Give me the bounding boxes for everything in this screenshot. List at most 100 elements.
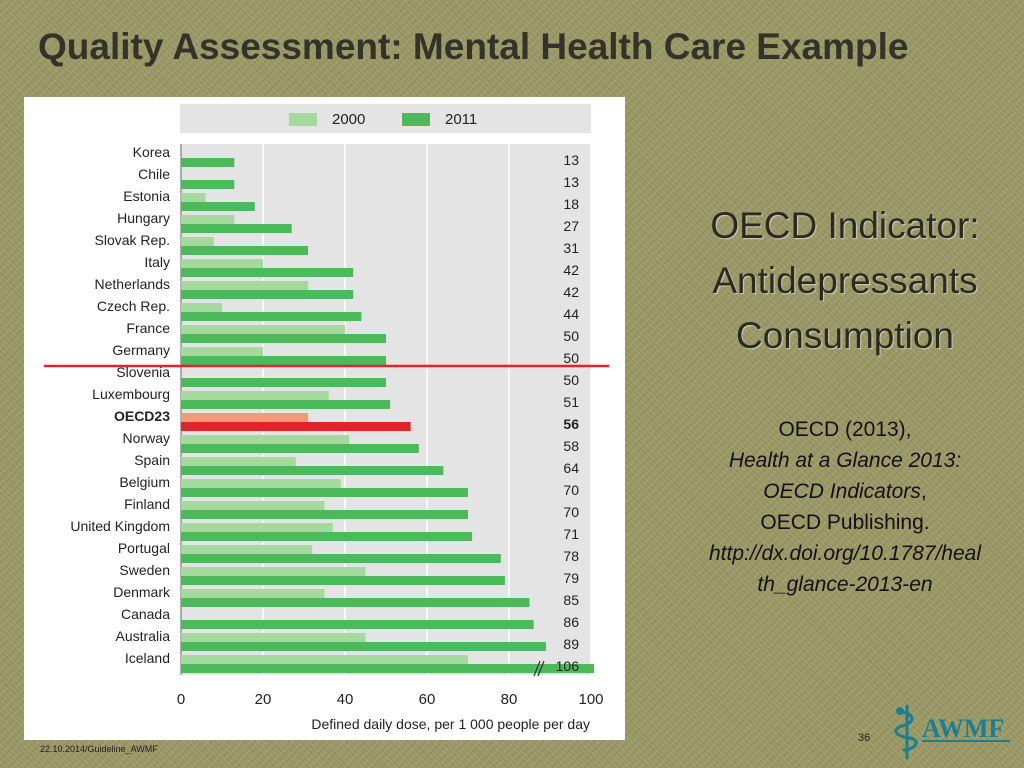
- legend-label-2000: 2000: [332, 111, 365, 128]
- value-label: 13: [563, 152, 579, 168]
- bar-2011: [181, 246, 309, 255]
- bar-2011: [181, 268, 354, 277]
- citation-line-3-italic: OECD Indicators: [763, 480, 921, 503]
- bar-2011: [181, 224, 292, 233]
- x-axis-label: Defined daily dose, per 1 000 people per…: [311, 716, 590, 732]
- bar-2000: [181, 567, 366, 576]
- bar-2000: [181, 523, 333, 532]
- bar-2000: [181, 501, 325, 510]
- bar-2000: [181, 435, 350, 444]
- side-heading-line-1: OECD Indicator:: [710, 205, 980, 246]
- bar-2000: [181, 325, 345, 334]
- category-label: Denmark: [113, 584, 171, 600]
- bar-2000: [181, 347, 263, 356]
- bar-2011: [181, 642, 546, 651]
- bar-2011: [181, 532, 473, 541]
- x-tick-label: 60: [419, 691, 436, 708]
- bar-2011: [181, 356, 386, 365]
- value-label: 71: [563, 526, 579, 542]
- citation-line-5: http://dx.doi.org/10.1787/heal: [708, 542, 982, 565]
- bar-2011: [181, 444, 419, 453]
- category-label: Spain: [134, 452, 170, 468]
- bar-2000: [181, 281, 309, 290]
- bar-2011: [181, 488, 468, 497]
- bar-2011: [181, 664, 594, 673]
- category-label: United Kingdom: [70, 518, 170, 534]
- bar-2011: [181, 202, 255, 211]
- value-label: 70: [563, 482, 579, 498]
- bar-2011: [181, 290, 354, 299]
- value-label: 86: [563, 614, 579, 630]
- value-label: 79: [563, 570, 579, 586]
- legend-swatch-2000: [289, 113, 317, 126]
- value-label: 13: [563, 174, 579, 190]
- citation-line-3: OECD Indicators,: [660, 476, 1024, 507]
- bar-2011: [181, 334, 386, 343]
- bar-2000: [181, 589, 325, 598]
- category-label: Iceland: [125, 650, 170, 666]
- category-label: Germany: [112, 342, 170, 358]
- citation-line-4: OECD Publishing.: [760, 511, 930, 534]
- staff-of-asclepius-icon: [894, 704, 918, 760]
- slide-title: Quality Assessment: Mental Health Care E…: [38, 26, 909, 67]
- bar-2000: [181, 457, 296, 466]
- side-heading: OECD Indicator: Antidepressants Consumpt…: [660, 198, 1024, 363]
- value-label: 44: [563, 306, 579, 322]
- bar-2011: [181, 554, 501, 563]
- category-label: Canada: [121, 606, 170, 622]
- bar-2000: [181, 215, 235, 224]
- bar-2011: [181, 466, 444, 475]
- x-tick-label: 20: [255, 691, 272, 708]
- category-label: Belgium: [119, 474, 170, 490]
- x-tick-label: 100: [578, 691, 603, 708]
- category-label: Estonia: [123, 188, 170, 204]
- category-label: Slovenia: [116, 364, 170, 380]
- bar-2011: [181, 422, 411, 431]
- bar-2000: [181, 237, 214, 246]
- value-label: 42: [563, 284, 579, 300]
- bar-2011: [181, 598, 530, 607]
- value-label: 58: [563, 438, 579, 454]
- bar-2011: [181, 576, 505, 585]
- x-tick-label: 0: [177, 691, 185, 708]
- category-label: Netherlands: [95, 276, 171, 292]
- bar-2011: [181, 378, 386, 387]
- footer-date: 22.10.2014/Guideline_AWMF: [40, 744, 158, 754]
- value-label: 78: [563, 548, 579, 564]
- category-label: Norway: [123, 430, 170, 446]
- category-label: Czech Rep.: [97, 298, 170, 314]
- category-label: Luxembourg: [92, 386, 170, 402]
- bar-2000: [181, 259, 263, 268]
- value-label: 42: [563, 262, 579, 278]
- citation-line-3-rest: ,: [920, 480, 927, 503]
- value-label: 64: [563, 460, 579, 476]
- chart-panel: 2000 2011 Korea 13 Chile 13 Estonia 18 Hungary 27…: [24, 97, 625, 740]
- page-number: 36: [858, 732, 871, 744]
- bar-2011: [181, 620, 534, 629]
- value-label: 50: [563, 372, 579, 388]
- bar-2000: [181, 193, 206, 202]
- side-heading-line-3: Consumption: [735, 315, 954, 356]
- legend-swatch-2011: [402, 113, 430, 126]
- value-label: 70: [563, 504, 579, 520]
- bar-2011: [181, 510, 468, 519]
- value-label: 85: [563, 592, 579, 608]
- logo-text: AWMF: [922, 714, 1004, 743]
- citation-line-6: th_glance-2013-en: [757, 573, 933, 596]
- bar-2000: [181, 655, 468, 664]
- x-tick-label: 40: [337, 691, 354, 708]
- x-tick-label: 80: [501, 691, 518, 708]
- category-label: Portugal: [118, 540, 170, 556]
- category-label: OECD23: [114, 408, 170, 424]
- category-label: Sweden: [119, 562, 170, 578]
- value-label: 31: [563, 240, 579, 256]
- bar-2000: [181, 633, 366, 642]
- category-label: Slovak Rep.: [95, 232, 170, 248]
- value-label: 106: [556, 658, 580, 674]
- value-label: 89: [563, 636, 579, 652]
- category-label: Italy: [144, 254, 170, 270]
- legend-background: [180, 104, 591, 133]
- category-label: Korea: [133, 144, 171, 160]
- bar-2011: [181, 400, 391, 409]
- antidepressant-bar-chart: 2000 2011 Korea 13 Chile 13 Estonia 18 Hungary 27…: [44, 104, 609, 732]
